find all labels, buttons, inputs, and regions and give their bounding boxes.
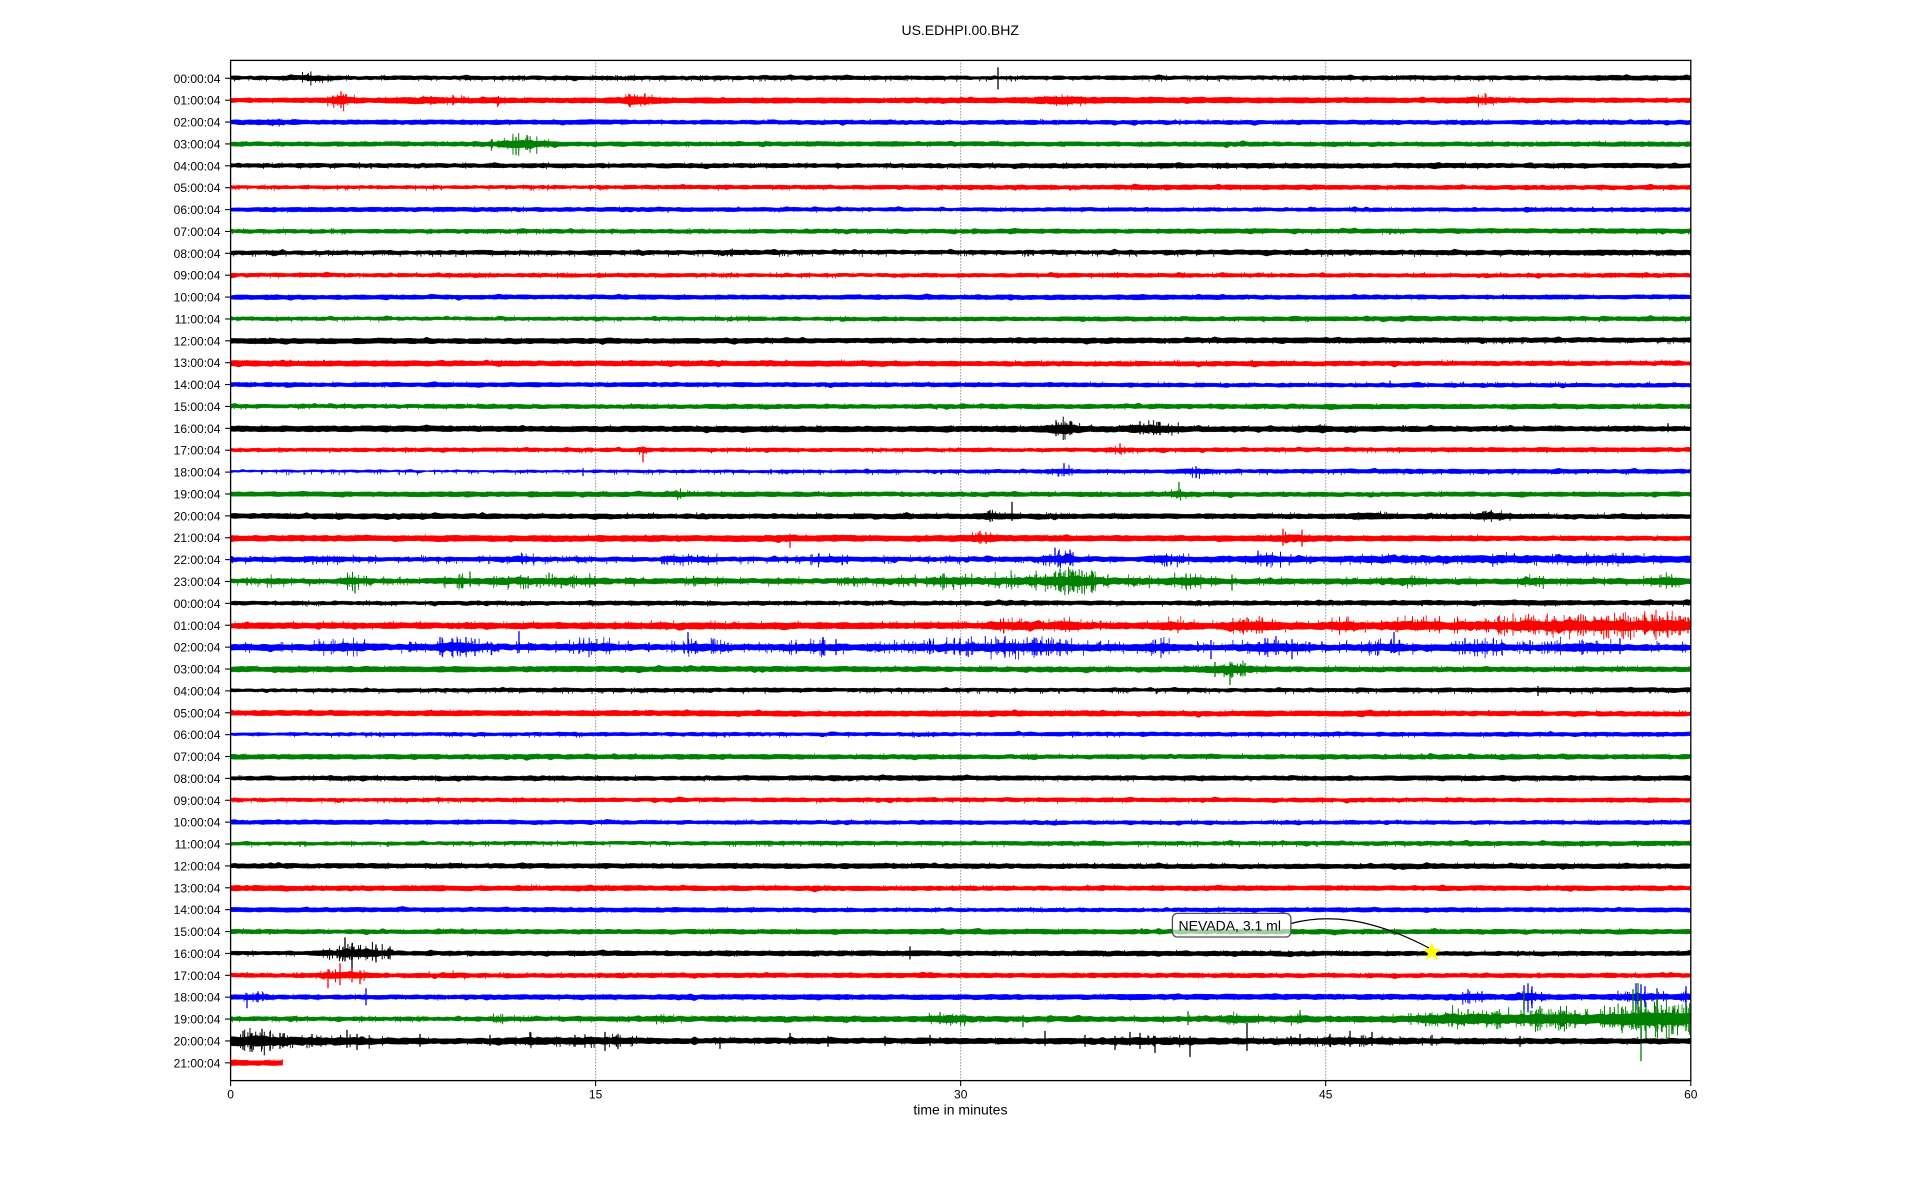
svg-text:09:00:04: 09:00:04: [174, 794, 221, 808]
svg-text:07:00:04: 07:00:04: [174, 750, 221, 764]
svg-text:09:00:04: 09:00:04: [174, 269, 221, 283]
svg-text:04:00:04: 04:00:04: [174, 159, 221, 173]
svg-text:20:00:04: 20:00:04: [174, 509, 221, 523]
svg-text:11:00:04: 11:00:04: [175, 312, 221, 326]
svg-text:01:00:04: 01:00:04: [174, 619, 221, 633]
svg-text:15:00:04: 15:00:04: [174, 925, 221, 939]
svg-text:00:00:04: 00:00:04: [174, 597, 221, 611]
svg-text:02:00:04: 02:00:04: [174, 641, 221, 655]
svg-text:05:00:04: 05:00:04: [174, 181, 221, 195]
svg-text:US.EDHPI.00.BHZ: US.EDHPI.00.BHZ: [901, 22, 1019, 38]
svg-text:07:00:04: 07:00:04: [174, 225, 221, 239]
svg-text:03:00:04: 03:00:04: [174, 663, 221, 677]
svg-text:14:00:04: 14:00:04: [174, 378, 221, 392]
svg-text:02:00:04: 02:00:04: [174, 116, 221, 130]
svg-text:00:00:04: 00:00:04: [174, 72, 221, 86]
svg-text:30: 30: [954, 1088, 968, 1102]
svg-text:04:00:04: 04:00:04: [174, 684, 221, 698]
svg-text:14:00:04: 14:00:04: [174, 903, 221, 917]
svg-text:18:00:04: 18:00:04: [174, 466, 221, 480]
svg-text:22:00:04: 22:00:04: [174, 553, 221, 567]
svg-text:20:00:04: 20:00:04: [174, 1034, 221, 1048]
svg-text:15:00:04: 15:00:04: [174, 400, 221, 414]
svg-text:06:00:04: 06:00:04: [174, 728, 221, 742]
svg-text:23:00:04: 23:00:04: [174, 575, 221, 589]
svg-text:06:00:04: 06:00:04: [174, 203, 221, 217]
svg-text:16:00:04: 16:00:04: [174, 947, 221, 961]
svg-text:time in minutes: time in minutes: [913, 1102, 1007, 1118]
svg-text:21:00:04: 21:00:04: [174, 531, 221, 545]
svg-text:08:00:04: 08:00:04: [174, 772, 221, 786]
svg-text:60: 60: [1684, 1088, 1698, 1102]
svg-text:0: 0: [227, 1088, 234, 1102]
svg-text:13:00:04: 13:00:04: [174, 356, 221, 370]
svg-text:17:00:04: 17:00:04: [174, 444, 221, 458]
svg-text:45: 45: [1319, 1088, 1333, 1102]
svg-text:21:00:04: 21:00:04: [174, 1056, 221, 1070]
svg-text:15: 15: [589, 1088, 603, 1102]
svg-text:03:00:04: 03:00:04: [174, 137, 221, 151]
svg-text:NEVADA, 3.1 ml: NEVADA, 3.1 ml: [1179, 918, 1281, 934]
svg-text:12:00:04: 12:00:04: [174, 859, 221, 873]
svg-text:18:00:04: 18:00:04: [174, 991, 221, 1005]
svg-text:19:00:04: 19:00:04: [174, 1013, 221, 1027]
svg-text:10:00:04: 10:00:04: [174, 816, 221, 830]
svg-text:11:00:04: 11:00:04: [175, 838, 221, 852]
svg-text:17:00:04: 17:00:04: [174, 969, 221, 983]
svg-text:01:00:04: 01:00:04: [174, 94, 221, 108]
svg-text:05:00:04: 05:00:04: [174, 706, 221, 720]
svg-text:12:00:04: 12:00:04: [174, 334, 221, 348]
svg-text:13:00:04: 13:00:04: [174, 881, 221, 895]
svg-text:10:00:04: 10:00:04: [174, 291, 221, 305]
svg-text:16:00:04: 16:00:04: [174, 422, 221, 436]
svg-text:08:00:04: 08:00:04: [174, 247, 221, 261]
svg-text:19:00:04: 19:00:04: [174, 487, 221, 501]
